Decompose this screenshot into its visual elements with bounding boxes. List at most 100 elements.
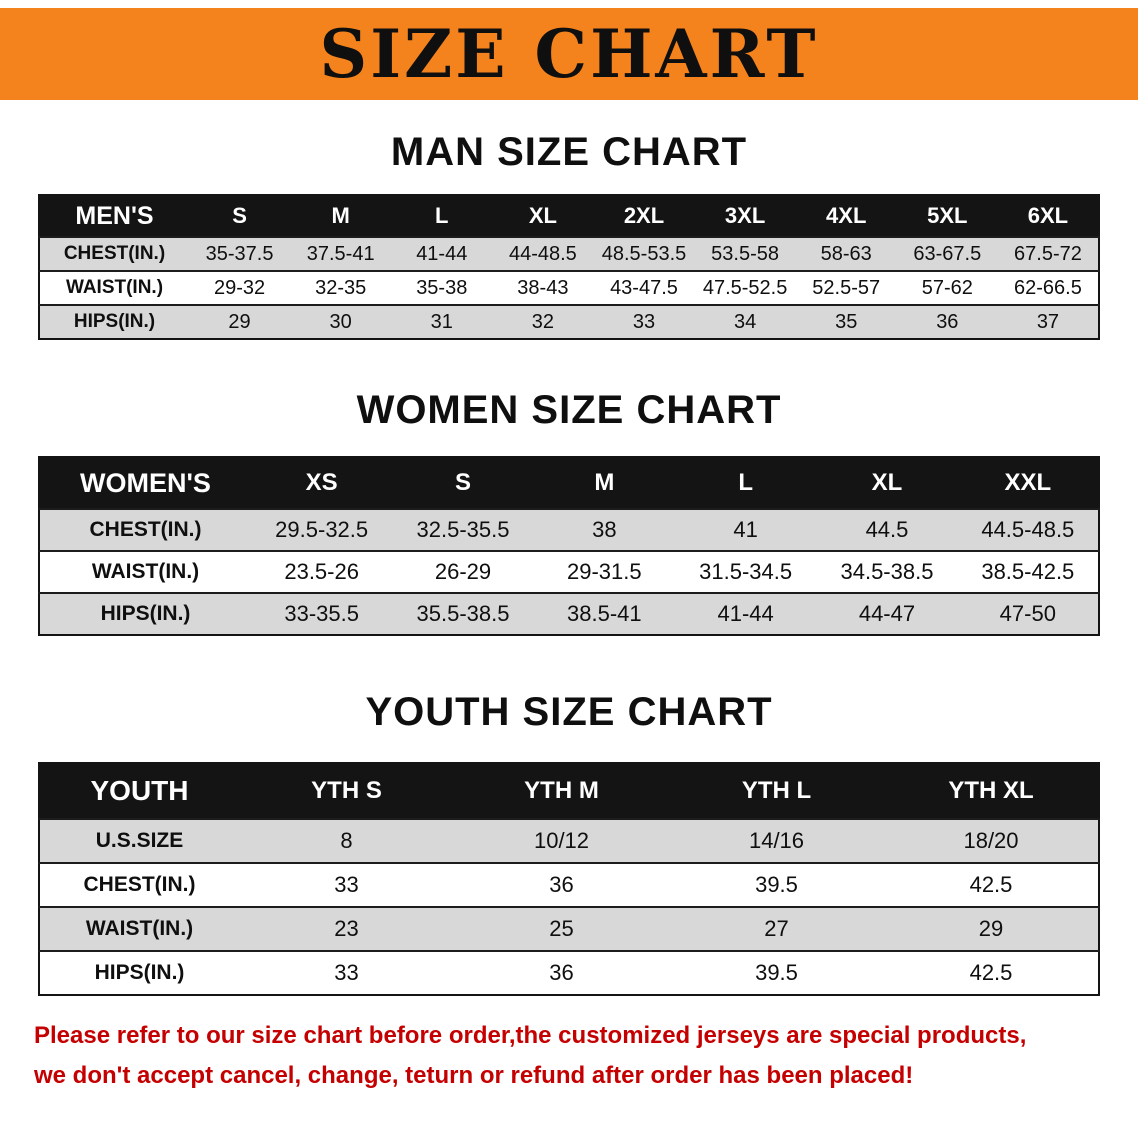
order-notice-line-1: Please refer to our size chart before or… — [34, 1022, 1027, 1049]
banner: SIZE CHART — [0, 8, 1138, 100]
table-row: CHEST(IN.) 33 36 39.5 42.5 — [39, 863, 1099, 907]
measurement-value: 29-31.5 — [567, 559, 642, 584]
size-column-header: YTH M — [524, 777, 599, 804]
size-column-header: M — [331, 203, 350, 228]
size-column-header: M — [594, 469, 615, 496]
size-column-header: XL — [528, 203, 557, 228]
measurement-value: 39.5 — [755, 960, 798, 985]
measurement-value: 18/20 — [963, 828, 1019, 853]
measurement-value: 39.5 — [755, 872, 798, 897]
measurement-value: 44-48.5 — [508, 242, 577, 265]
measurement-value: 35-38 — [416, 276, 468, 299]
table-group-label: YOUTH — [90, 775, 189, 806]
page-title: SIZE CHART — [319, 15, 819, 93]
measurement-label: U.S.SIZE — [95, 829, 184, 852]
size-column-header: YTH XL — [948, 777, 1034, 804]
measurement-value: 38.5-41 — [567, 601, 642, 626]
size-column-header: S — [454, 469, 471, 496]
measurement-value: 29-32 — [213, 276, 266, 299]
measurement-label: CHEST(IN.) — [89, 518, 202, 541]
measurement-value: 26-29 — [434, 559, 492, 584]
measurement-value: 57-62 — [921, 276, 973, 299]
table-row: CHEST(IN.) 29.5-32.5 32.5-35.5 38 41 44.5 44.5… — [39, 509, 1099, 551]
size-column-header: 3XL — [724, 203, 766, 228]
size-column-header: 5XL — [927, 203, 968, 228]
table-row: U.S.SIZE 8 10/12 14/16 18/20 — [39, 819, 1099, 863]
youth-section-heading: YOUTH SIZE CHART — [365, 690, 773, 734]
table-row: WAIST(IN.) 23.5-26 26-29 29-31.5 31.5-34.5 34… — [39, 551, 1099, 593]
measurement-value: 25 — [549, 916, 574, 941]
measurement-value: 53.5-58 — [711, 242, 780, 265]
youth-size-section: YOUTH SIZE CHART YOUTH YTH S YTH M YTH L YTH… — [0, 688, 1138, 996]
measurement-label: WAIST(IN.) — [65, 277, 164, 298]
measurement-value: 42.5 — [969, 960, 1013, 985]
table-group-label: WOMEN'S — [80, 467, 211, 498]
table-row: HIPS(IN.) 33 36 39.5 42.5 — [39, 951, 1099, 995]
measurement-value: 38.5-42.5 — [981, 559, 1075, 584]
measurement-value: 31.5-34.5 — [699, 559, 793, 584]
table-group-label: MEN'S — [75, 201, 154, 230]
size-column-header: 2XL — [623, 203, 665, 228]
measurement-value: 38-43 — [517, 276, 569, 299]
measurement-value: 33 — [334, 872, 359, 897]
measurement-label: WAIST(IN.) — [85, 917, 194, 940]
measurement-value: 44.5-48.5 — [981, 517, 1075, 542]
measurement-value: 29 — [228, 310, 251, 333]
table-row: CHEST(IN.) 35-37.5 37.5-41 41-44 44-48.5 48.5… — [39, 237, 1099, 271]
measurement-value: 32.5-35.5 — [416, 517, 510, 542]
order-notice-line-2: we don't accept cancel, change, teturn o… — [34, 1062, 914, 1089]
measurement-value: 34.5-38.5 — [840, 559, 934, 584]
measurement-value: 62-66.5 — [1014, 276, 1082, 299]
size-column-header: L — [738, 469, 753, 496]
measurement-value: 52.5-57 — [812, 276, 881, 299]
measurement-value: 44-47 — [858, 601, 916, 626]
measurement-value: 32 — [531, 310, 554, 333]
men-size-section: MAN SIZE CHART MEN'S S M L XL 2XL 3XL 4XL 5XL 6XL… — [0, 128, 1138, 340]
measurement-value: 29 — [978, 916, 1004, 941]
measurement-value: 37.5-41 — [306, 242, 375, 265]
measurement-value: 47-50 — [999, 601, 1056, 626]
measurement-value: 41-44 — [416, 242, 468, 265]
measurement-value: 36 — [936, 310, 959, 333]
table-row: WAIST(IN.) 29-32 32-35 35-38 38-43 43-47.5 47.… — [39, 271, 1099, 305]
size-column-header: XL — [871, 469, 903, 496]
measurement-value: 23 — [334, 916, 359, 941]
measurement-value: 41-44 — [717, 601, 774, 626]
table-row: HIPS(IN.) 33-35.5 35.5-38.5 38.5-41 41-44 44-… — [39, 593, 1099, 635]
measurement-value: 67.5-72 — [1014, 242, 1082, 265]
size-column-header: 4XL — [826, 203, 867, 228]
measurement-value: 27 — [764, 916, 789, 941]
women-size-table: WOMEN'S XS S M L XL XXL CHEST(IN.) 29.5-32.5 32.5… — [38, 456, 1100, 636]
table-header-row: YOUTH YTH S YTH M YTH L YTH XL — [39, 763, 1099, 819]
men-section-heading: MAN SIZE CHART — [390, 130, 748, 174]
measurement-value: 33-35.5 — [284, 601, 359, 626]
measurement-value: 41 — [733, 517, 758, 542]
measurement-value: 34 — [733, 310, 757, 333]
measurement-value: 35 — [835, 310, 858, 333]
measurement-value: 31 — [430, 310, 453, 333]
measurement-value: 10/12 — [533, 828, 590, 853]
measurement-value: 44.5 — [865, 517, 909, 542]
table-header-row: WOMEN'S XS S M L XL XXL — [39, 457, 1099, 509]
measurement-label: CHEST(IN.) — [63, 243, 166, 264]
measurement-value: 36 — [549, 872, 574, 897]
measurement-value: 29.5-32.5 — [275, 517, 369, 542]
measurement-value: 33 — [632, 310, 656, 333]
measurement-value: 35-37.5 — [205, 242, 274, 265]
measurement-label: HIPS(IN.) — [100, 602, 191, 625]
measurement-value: 58-63 — [820, 242, 872, 265]
men-size-table: MEN'S S M L XL 2XL 3XL 4XL 5XL 6XL CHEST(IN.) 35-37… — [38, 194, 1100, 340]
measurement-value: 63-67.5 — [913, 242, 982, 265]
size-column-header: S — [232, 203, 247, 228]
measurement-value: 48.5-53.5 — [601, 242, 687, 265]
size-column-header: YTH S — [311, 777, 382, 804]
women-section-heading: WOMEN SIZE CHART — [356, 388, 782, 432]
size-column-header: XS — [305, 469, 338, 496]
measurement-value: 36 — [549, 960, 574, 985]
women-size-section: WOMEN SIZE CHART WOMEN'S XS S M L XL XXL CHEST(… — [0, 386, 1138, 636]
measurement-label: WAIST(IN.) — [91, 560, 200, 583]
size-column-header: YTH L — [741, 777, 812, 804]
measurement-value: 30 — [329, 310, 352, 333]
table-row: WAIST(IN.) 23 25 27 29 — [39, 907, 1099, 951]
